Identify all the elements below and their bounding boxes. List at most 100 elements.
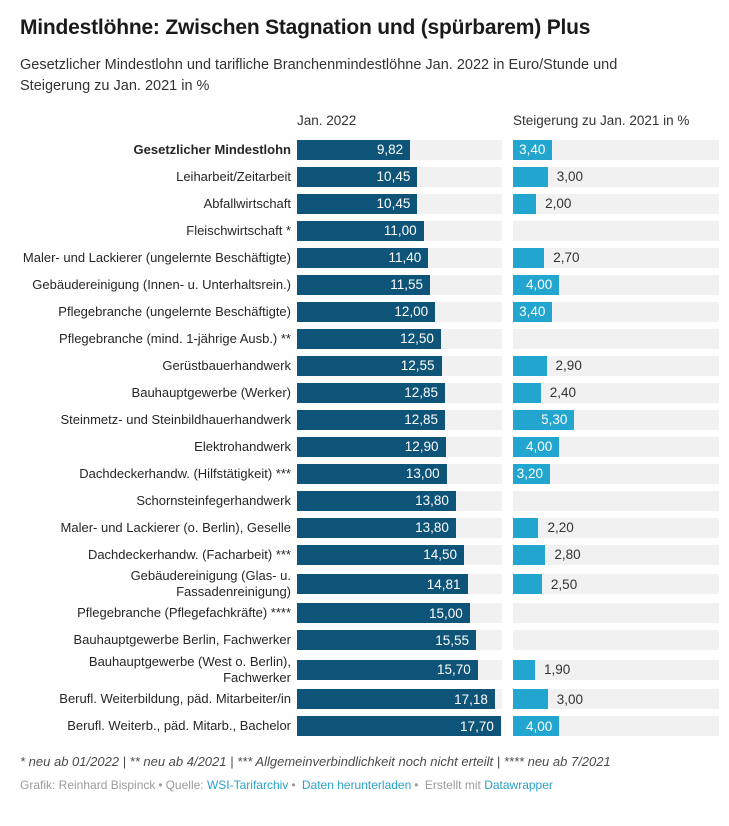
row-label: Leiharbeit/Zeitarbeit (176, 168, 291, 184)
wage-bar-track: 10,45 (297, 193, 502, 214)
source-label: Quelle: (165, 777, 204, 792)
footer: Grafik: Reinhard Bispinck • Quelle: WSI-Ta… (20, 777, 719, 793)
row-label: Maler- und Lackierer (o. Berlin), Gesell… (60, 519, 291, 535)
increase-value: 3,40 (519, 304, 546, 320)
table-row: Abfallwirtschaft 10,45 2,00 (20, 190, 719, 217)
row-label: Gebäudereinigung (Glas- u. Fassadenreini… (130, 568, 291, 600)
wage-bar: 12,50 (297, 328, 441, 349)
increase-bar: 3,20 (513, 463, 551, 484)
wage-cell: 14,50 (297, 541, 502, 568)
increase-bar (513, 517, 539, 538)
wage-bar-track: 11,40 (297, 247, 502, 268)
wage-bar: 12,85 (297, 409, 445, 430)
increase-bar-track: 3,40 (513, 301, 719, 322)
wage-cell: 17,70 (297, 713, 502, 740)
increase-value-outside: 1,90 (543, 662, 571, 678)
download-data-link[interactable]: Daten herunterladen (301, 777, 412, 792)
increase-value: 3,20 (516, 466, 544, 482)
wage-value: 17,18 (454, 691, 488, 707)
increase-bar-track (513, 603, 719, 624)
increase-bar-track: 2,00 (513, 193, 719, 214)
increase-cell: 3,00 (502, 163, 719, 190)
credit-text: Grafik: Reinhard Bispinck (20, 777, 156, 792)
wage-cell: 12,55 (297, 352, 502, 379)
increase-bar-track: 4,00 (513, 436, 719, 457)
row-label: Maler- und Lackierer (ungelernte Beschäf… (22, 249, 291, 265)
increase-cell: 1,90 (502, 654, 719, 686)
wage-bar: 17,70 (297, 716, 501, 737)
increase-bar-track: 3,00 (513, 689, 719, 710)
wage-cell: 10,45 (297, 163, 502, 190)
table-row: Berufl. Weiterbildung, päd. Mitarbeiter/… (20, 686, 719, 713)
increase-cell: 2,00 (502, 190, 719, 217)
source-link[interactable]: WSI-Tarifarchiv (206, 777, 289, 792)
wage-cell: 15,55 (297, 627, 502, 654)
wage-bar: 15,70 (297, 659, 478, 680)
wage-cell: 13,00 (297, 460, 502, 487)
wage-value: 13,80 (415, 493, 449, 509)
increase-bar-track (513, 220, 719, 241)
increase-cell (502, 627, 719, 654)
increase-cell: 3,00 (502, 686, 719, 713)
table-row: Gerüstbauerhandwerk 12,55 2,90 (20, 352, 719, 379)
increase-value-outside: 2,40 (549, 385, 577, 401)
wage-value: 11,40 (388, 250, 422, 266)
row-label: Elektrohandwerk (194, 438, 291, 454)
wage-bar: 15,00 (297, 603, 470, 624)
row-label: Bauhauptgewerbe (Werker) (131, 384, 291, 400)
datawrapper-link[interactable]: Datawrapper (484, 777, 553, 792)
row-label: Berufl. Weiterbildung, päd. Mitarbeiter/… (59, 691, 291, 707)
increase-bar (513, 193, 537, 214)
increase-bar-track: 2,90 (513, 355, 719, 376)
increase-bar-track: 2,80 (513, 544, 719, 565)
increase-cell: 2,50 (502, 568, 719, 600)
wage-value: 11,55 (390, 277, 424, 293)
wage-bar-track: 13,00 (297, 463, 502, 484)
bar-table: Gesetzlicher Mindestlohn 9,82 3,40 Leiha… (20, 136, 719, 739)
increase-cell (502, 600, 719, 627)
table-row: Schornsteinfegerhandwerk 13,80 (20, 487, 719, 514)
increase-bar-track: 2,40 (513, 382, 719, 403)
increase-bar: 3,40 (513, 301, 553, 322)
wage-value: 15,55 (435, 632, 470, 648)
increase-bar (513, 382, 541, 403)
increase-cell: 3,20 (502, 460, 719, 487)
wage-cell: 11,00 (297, 217, 502, 244)
wage-cell: 15,70 (297, 654, 502, 686)
row-label: Gebäudereinigung (Innen- u. Unterhaltsre… (32, 276, 291, 292)
table-row: Maler- und Lackierer (ungelernte Beschäf… (20, 244, 719, 271)
wage-bar-track: 17,70 (297, 716, 502, 737)
wage-bar: 10,45 (297, 166, 418, 187)
wage-cell: 12,50 (297, 325, 502, 352)
wage-bar: 13,80 (297, 517, 456, 538)
increase-bar (513, 544, 546, 565)
increase-bar-track: 2,70 (513, 247, 719, 268)
wage-value: 14,50 (423, 547, 457, 563)
wage-cell: 17,18 (297, 686, 502, 713)
increase-cell: 2,20 (502, 514, 719, 541)
table-row: Gebäudereinigung (Innen- u. Unterhaltsre… (20, 271, 719, 298)
row-label: Berufl. Weiterb., päd. Mitarb., Bachelor (67, 718, 291, 734)
wage-bar-track: 13,80 (297, 490, 502, 511)
page-subtitle: Gesetzlicher Mindestlohn und tarifliche … (20, 57, 618, 94)
wage-bar-track: 12,55 (297, 355, 502, 376)
wage-bar-track: 14,81 (297, 574, 502, 595)
footer-separator: • (158, 777, 163, 792)
wage-cell: 12,00 (297, 298, 502, 325)
increase-value-outside: 2,00 (545, 196, 572, 212)
wage-value: 15,70 (437, 662, 471, 678)
increase-cell: 5,30 (502, 406, 719, 433)
increase-bar-track (513, 630, 719, 651)
increase-bar: 3,40 (513, 139, 553, 160)
wage-bar-track: 12,90 (297, 436, 502, 457)
wage-cell: 9,82 (297, 136, 502, 163)
wage-bar: 14,81 (297, 574, 468, 595)
increase-cell: 2,40 (502, 379, 719, 406)
increase-bar: 4,00 (513, 436, 560, 457)
wage-bar: 11,00 (297, 220, 424, 241)
wage-value: 15,00 (428, 605, 463, 621)
increase-bar-track (513, 490, 719, 511)
increase-bar-track: 2,50 (513, 574, 719, 595)
wage-bar: 17,18 (297, 689, 495, 710)
increase-value-outside: 2,50 (550, 576, 578, 592)
